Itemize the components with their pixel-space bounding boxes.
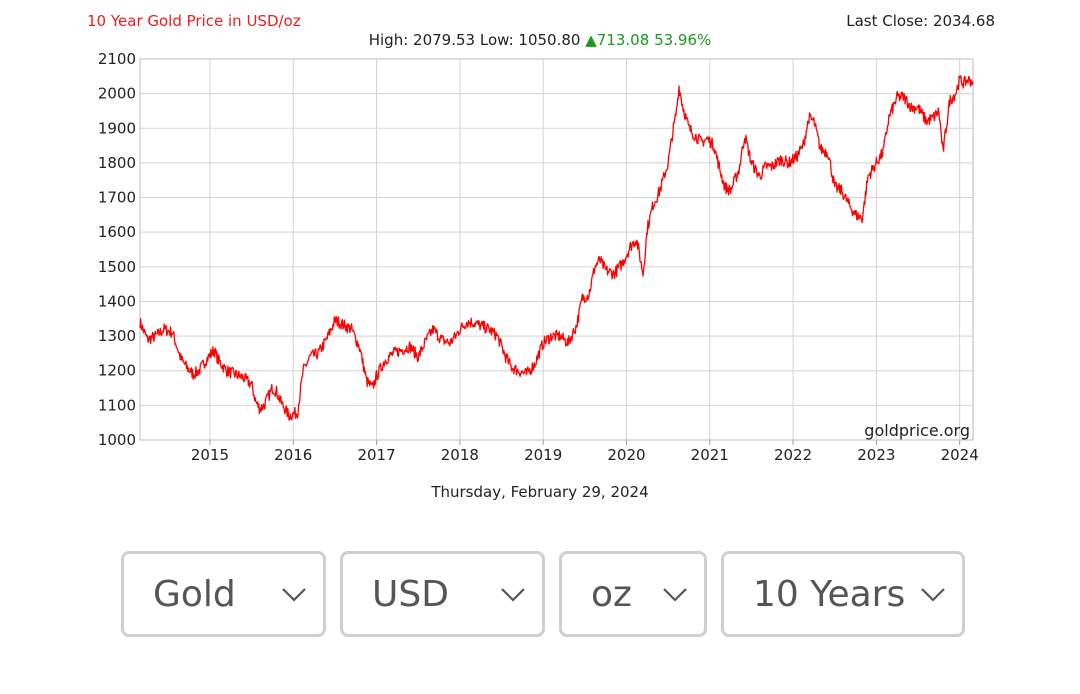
plot-frame	[139, 58, 974, 441]
chevron-down-icon	[921, 588, 945, 602]
metal-select[interactable]: Gold	[121, 551, 326, 637]
y-tick-label: 2100	[98, 50, 136, 68]
chevron-down-icon	[501, 588, 525, 602]
y-tick-label: 1200	[98, 362, 136, 380]
chart-controls: Gold USD oz 10 Years	[0, 551, 1080, 641]
y-tick-label: 1100	[98, 396, 136, 414]
y-axis-ticks: 1000 1100 1200 1300 1400 1500 1600 1700 1800 1900…	[98, 50, 136, 449]
y-tick-label: 1900	[98, 119, 136, 137]
x-tick-label: 2019	[524, 446, 562, 464]
x-tick-label: 2016	[274, 446, 312, 464]
y-tick-label: 1700	[98, 189, 136, 207]
y-tick-label: 1500	[98, 258, 136, 276]
unit-select[interactable]: oz	[559, 551, 707, 637]
chevron-down-icon	[282, 588, 306, 602]
x-tick-label: 2015	[191, 446, 229, 464]
chart-grid	[140, 58, 973, 441]
range-select-value: 10 Years	[753, 573, 906, 615]
chart-date: Thursday, February 29, 2024	[430, 483, 648, 501]
unit-select-value: oz	[591, 573, 632, 615]
y-tick-label: 1600	[98, 223, 136, 241]
y-tick-label: 2000	[98, 85, 136, 103]
watermark: goldprice.org	[864, 421, 970, 440]
x-tick-label: 2022	[774, 446, 812, 464]
currency-select-value: USD	[372, 573, 449, 615]
chart-title: 10 Year Gold Price in USD/oz	[87, 12, 301, 30]
high-low-summary: High: 2079.53 Low: 1050.80 ▲713.08 53.96…	[369, 31, 712, 49]
x-tick-label: 2024	[941, 446, 979, 464]
price-series	[139, 75, 974, 421]
x-tick-label: 2021	[691, 446, 729, 464]
x-tick-label: 2023	[857, 446, 895, 464]
currency-select[interactable]: USD	[340, 551, 545, 637]
x-tick-label: 2017	[357, 446, 395, 464]
range-select[interactable]: 10 Years	[721, 551, 965, 637]
x-tick-label: 2018	[441, 446, 479, 464]
y-tick-label: 1400	[98, 292, 136, 310]
y-tick-label: 1800	[98, 154, 136, 172]
x-tick-label: 2020	[607, 446, 645, 464]
series-line	[139, 75, 974, 421]
metal-select-value: Gold	[153, 573, 236, 615]
y-tick-label: 1000	[98, 431, 136, 449]
chevron-down-icon	[663, 588, 687, 602]
x-axis-ticks: 2015 2016 2017 2018 2019 2020 2021 2022 2023 2024	[191, 440, 979, 464]
last-close: Last Close: 2034.68	[846, 12, 995, 30]
gold-price-chart: 10 Year Gold Price in USD/oz Last Close:…	[87, 12, 995, 501]
y-tick-label: 1300	[98, 327, 136, 345]
